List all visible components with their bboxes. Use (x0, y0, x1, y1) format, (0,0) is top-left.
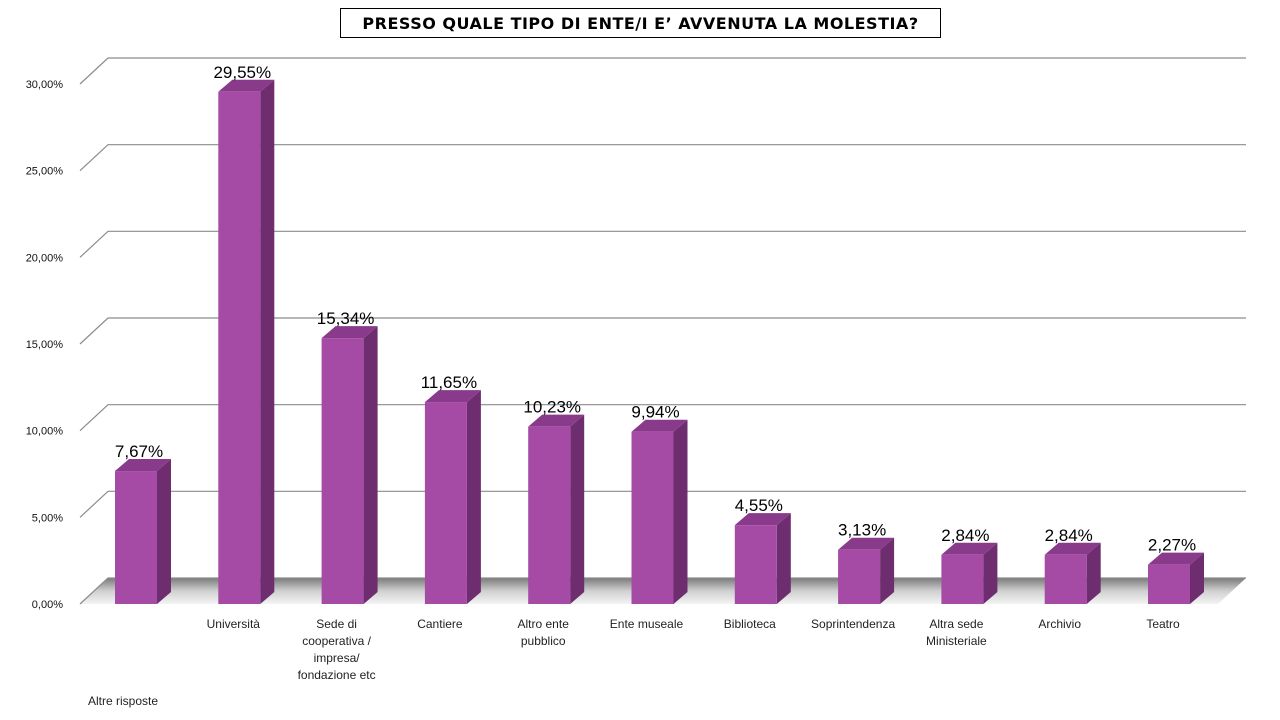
data-label: 4,55% (735, 496, 783, 515)
data-label: 11,65% (421, 373, 477, 392)
bar-side (776, 513, 791, 604)
y-tick-label: 0,00% (32, 599, 63, 611)
x-tick-label: Sede di cooperativa / impresa/fondazione e… (298, 617, 376, 682)
bar (218, 79, 275, 605)
data-label: 2,27% (1148, 536, 1196, 555)
bar-top (528, 414, 585, 427)
data-label: 7,67% (115, 442, 163, 461)
x-tick-label: Biblioteca (724, 617, 776, 631)
bar-front (941, 554, 984, 604)
bar (734, 513, 791, 604)
bar-top (838, 537, 895, 550)
bar-top (1044, 542, 1101, 555)
bar (115, 459, 171, 604)
x-tick-label: Altro ente pubblico (518, 617, 570, 648)
bar (631, 419, 688, 604)
x-tick-label: Università (207, 617, 261, 631)
bar-top (1148, 552, 1204, 565)
bar-front (218, 91, 261, 605)
bar (321, 326, 378, 604)
data-label: 3,13% (838, 521, 886, 540)
x-tick-label: Ente museale (610, 617, 684, 631)
x-tick-label: Altra sede Ministeriale (926, 617, 987, 648)
bar-top (941, 542, 998, 555)
x-tick-label: Teatro (1146, 617, 1180, 631)
bar-side (570, 414, 585, 604)
bar (1044, 542, 1101, 604)
bar-front (734, 525, 777, 604)
data-label: 10,23% (523, 398, 581, 417)
y-tick-label: 15,00% (26, 339, 64, 351)
bar-top (424, 390, 481, 403)
gridline (79, 230, 1246, 258)
bar-side (260, 79, 275, 605)
bar-side (880, 537, 895, 604)
bar-top (321, 326, 378, 339)
bar-front (424, 402, 467, 604)
gridline (79, 317, 1246, 345)
bar-front (838, 549, 881, 604)
bar-top (218, 79, 275, 92)
bar-top (734, 513, 791, 526)
bar-front (631, 431, 674, 604)
chart-title: PRESSO QUALE TIPO DI ENTE/I E’ AVVENUTA … (340, 8, 941, 38)
data-label: 9,94% (631, 403, 679, 422)
y-tick-label: 10,00% (26, 426, 64, 438)
gridline (79, 144, 1246, 172)
bar-side (466, 390, 481, 604)
data-label: 2,84% (941, 526, 989, 545)
bar (528, 414, 585, 604)
bar-front (528, 426, 571, 604)
x-tick-label: Cantiere (417, 617, 463, 631)
bar-front (115, 471, 157, 604)
bar (941, 542, 998, 604)
bar-side (157, 459, 171, 604)
x-tick-label-altre-risposte: Altre risposte (88, 694, 159, 708)
y-tick-label: 30,00% (26, 79, 64, 91)
data-label: 29,55% (213, 63, 271, 82)
bar-top (115, 459, 171, 472)
bar-side (673, 419, 688, 604)
bar (838, 537, 895, 604)
bar (1148, 552, 1204, 604)
gridline (79, 490, 1246, 518)
gridline (79, 404, 1246, 432)
bar-side (1086, 542, 1101, 604)
data-label: 15,34% (317, 309, 375, 328)
y-tick-label: 5,00% (32, 512, 63, 524)
x-tick-label: Soprintendenza (811, 617, 895, 631)
bar-front (1044, 554, 1087, 604)
data-label: 2,84% (1045, 526, 1093, 545)
bar (424, 390, 481, 604)
bar-top (631, 419, 688, 432)
bar-side (983, 542, 998, 604)
y-tick-label: 20,00% (26, 252, 64, 264)
bar-side (363, 326, 378, 604)
bar-front (321, 338, 364, 604)
bar-side (1190, 552, 1204, 604)
bar-front (1148, 564, 1190, 604)
gridline (79, 57, 1246, 85)
y-tick-label: 25,00% (26, 166, 64, 178)
x-tick-label: Archivio (1038, 617, 1081, 631)
